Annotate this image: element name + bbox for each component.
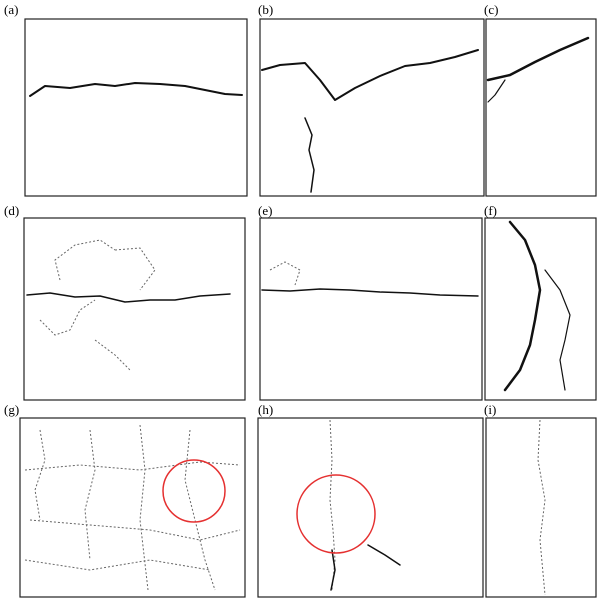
panel-label: (e) [258,203,272,218]
panel-label: (h) [258,402,273,417]
figure: (a) (b) (c) (d) (e) (f) (g) (h) (i) [0,0,599,598]
panel-f [485,218,596,400]
panel-label: (b) [258,2,273,17]
panel-e [260,218,482,400]
panel-d [24,218,245,400]
panel-label: (f) [484,203,497,218]
panel-b [260,19,484,196]
panel-g [20,418,245,597]
panel-label: (d) [4,203,19,218]
panel-c [486,19,596,196]
panel-label: (c) [484,2,498,17]
panel-label: (i) [484,402,496,417]
panel-label: (g) [4,402,19,417]
panel-h [258,418,483,597]
panel-a [25,19,247,196]
panel-i [486,418,596,597]
panel-frames [20,19,596,597]
panel-label: (a) [4,2,18,17]
